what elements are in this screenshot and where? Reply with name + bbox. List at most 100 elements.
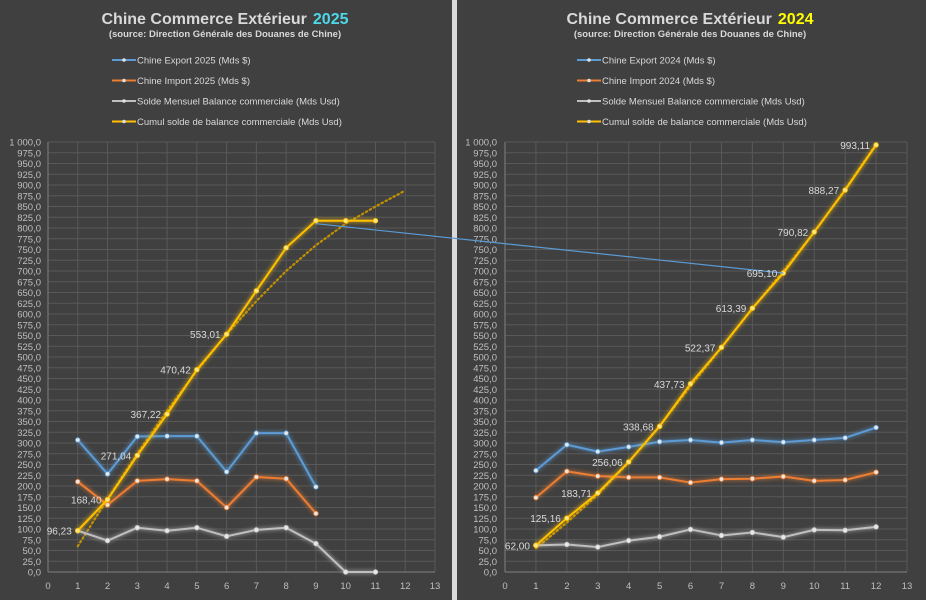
y-tick-label: 750,0 (473, 245, 497, 256)
series-export-point (75, 437, 81, 443)
series-import-point (533, 494, 539, 501)
chart-title-2025: Chine Commerce Extérieur 2025 (102, 11, 349, 28)
x-tick-label: 0 (502, 581, 507, 592)
y-tick-label: 900,0 (17, 181, 41, 192)
x-tick-label: 8 (750, 581, 755, 592)
series-solde-point (842, 527, 848, 533)
x-tick-label: 4 (164, 581, 169, 592)
legend-marker (587, 99, 591, 103)
series-export-point (687, 437, 694, 443)
y-tick-label: 500,0 (473, 353, 497, 364)
series-cumul-point (595, 490, 601, 496)
y-tick-label: 200,0 (17, 482, 41, 493)
data-label: 553,01 (190, 330, 221, 341)
y-tick-label: 950,0 (473, 159, 497, 170)
series-export-point (223, 469, 230, 475)
series-export-point (253, 430, 260, 436)
x-tick-label: 6 (224, 581, 229, 592)
y-tick-label: 200,0 (473, 482, 497, 493)
series-solde-point (656, 534, 663, 540)
y-tick-label: 975,0 (473, 148, 497, 159)
y-tick-label: 975,0 (17, 148, 41, 159)
series-export-point (164, 433, 170, 439)
y-tick-label: 275,0 (17, 449, 41, 460)
series-cumul-point (372, 217, 379, 224)
y-tick-label: 225,0 (17, 471, 41, 482)
y-tick-label: 550,0 (17, 331, 41, 342)
series-export-point (749, 437, 756, 443)
y-tick-label: 525,0 (17, 342, 41, 353)
series-export-point (656, 439, 663, 445)
y-tick-label: 725,0 (473, 256, 497, 267)
y-tick-label: 100,0 (17, 525, 41, 536)
series-export-point (134, 433, 141, 440)
y-tick-label: 725,0 (17, 256, 41, 267)
y-tick-label: 700,0 (473, 267, 497, 278)
y-tick-label: 675,0 (473, 277, 497, 288)
y-tick-label: 800,0 (17, 224, 41, 235)
y-tick-label: 0,0 (484, 568, 497, 579)
y-tick-label: 350,0 (17, 417, 41, 428)
chart-subtitle: (source: Direction Générale des Douanes … (109, 29, 341, 40)
series-import-point (194, 478, 200, 484)
x-tick-label: 9 (313, 581, 318, 592)
x-tick-label: 5 (194, 581, 199, 592)
data-label: 470,42 (160, 366, 191, 377)
series-cumul-point (313, 217, 319, 224)
series-import-point (164, 476, 170, 482)
series-cumul-point (625, 459, 632, 465)
series-import-point (811, 478, 817, 484)
y-tick-label: 425,0 (473, 385, 497, 396)
y-tick-label: 275,0 (473, 449, 497, 460)
series-solde-line (535, 525, 877, 549)
connector-line (315, 223, 784, 274)
y-tick-label: 850,0 (17, 202, 41, 213)
data-label: 613,39 (716, 304, 747, 315)
y-tick-label: 800,0 (473, 224, 497, 235)
data-label: 790,82 (778, 228, 809, 239)
y-tick-label: 625,0 (473, 299, 497, 310)
series-cumul-point (134, 452, 141, 459)
x-tick-label: 12 (871, 581, 882, 592)
y-tick-label: 375,0 (473, 406, 497, 417)
y-tick-label: 500,0 (17, 353, 41, 364)
series-import-point (75, 479, 81, 485)
series-solde-point (194, 525, 200, 531)
y-tick-label: 925,0 (473, 170, 497, 181)
series-solde-point (873, 524, 879, 530)
series-cumul-point (811, 229, 817, 235)
series-solde-point (625, 537, 632, 544)
data-label: 62,00 (505, 541, 530, 552)
y-tick-label: 175,0 (473, 492, 497, 503)
x-tick-label: 3 (595, 581, 600, 592)
y-tick-label: 600,0 (17, 310, 41, 321)
series-export-point (313, 484, 319, 490)
series-import-point (687, 479, 694, 486)
series-export-point (104, 471, 111, 477)
y-tick-label: 925,0 (17, 170, 41, 181)
y-tick-label: 375,0 (17, 406, 41, 417)
series-import-point (749, 475, 756, 482)
legend-marker (122, 99, 126, 103)
legend-label: Solde Mensuel Balance commerciale (Mds U… (602, 97, 805, 108)
y-tick-label: 525,0 (473, 342, 497, 353)
series-import-point (564, 468, 570, 475)
y-tick-label: 700,0 (17, 267, 41, 278)
series-export-point (873, 424, 879, 431)
series-cumul-point (194, 367, 200, 373)
y-tick-label: 25,0 (23, 557, 42, 568)
series-solde-point (749, 529, 756, 536)
data-label: 96,23 (47, 527, 72, 538)
y-tick-label: 825,0 (17, 213, 41, 224)
x-tick-label: 7 (719, 581, 724, 592)
data-label: 437,73 (654, 380, 685, 391)
y-tick-label: 1 000,0 (9, 138, 41, 149)
series-cumul-point (253, 288, 260, 294)
x-tick-label: 8 (284, 581, 289, 592)
y-tick-label: 825,0 (473, 213, 497, 224)
y-tick-label: 475,0 (473, 363, 497, 374)
series-export-point (811, 437, 817, 443)
series-import-point (223, 504, 230, 511)
series-import-point (656, 474, 663, 481)
series-cumul-point (656, 423, 663, 430)
